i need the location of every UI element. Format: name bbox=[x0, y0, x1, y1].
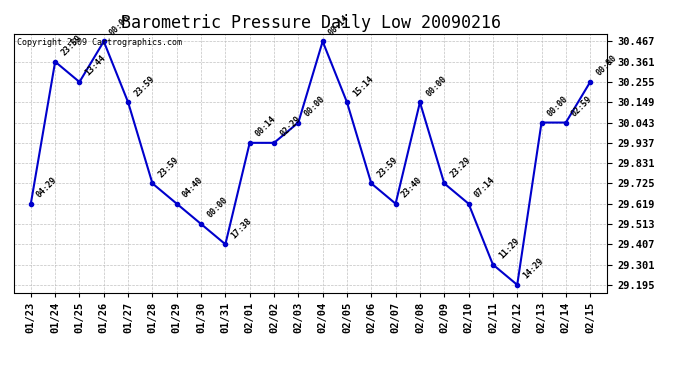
Text: 07:14: 07:14 bbox=[473, 176, 497, 200]
Title: Barometric Pressure Daily Low 20090216: Barometric Pressure Daily Low 20090216 bbox=[121, 14, 500, 32]
Text: 14:29: 14:29 bbox=[522, 256, 545, 280]
Text: 23:40: 23:40 bbox=[400, 176, 424, 200]
Text: 04:29: 04:29 bbox=[35, 176, 59, 200]
Text: 00:00: 00:00 bbox=[424, 74, 448, 98]
Text: 13:44: 13:44 bbox=[83, 54, 108, 78]
Text: 11:29: 11:29 bbox=[497, 236, 521, 260]
Text: 23:59: 23:59 bbox=[59, 33, 83, 57]
Text: Copyright 2009 Cartrographics.com: Copyright 2009 Cartrographics.com bbox=[17, 38, 181, 46]
Text: 04:40: 04:40 bbox=[181, 176, 205, 200]
Text: 00:06: 00:06 bbox=[108, 13, 132, 37]
Text: 23:59: 23:59 bbox=[375, 155, 400, 179]
Text: 00:00: 00:00 bbox=[594, 54, 618, 78]
Text: 02:59: 02:59 bbox=[570, 94, 594, 118]
Text: 00:00: 00:00 bbox=[546, 94, 570, 118]
Text: 17:38: 17:38 bbox=[230, 216, 254, 240]
Text: 23:59: 23:59 bbox=[132, 74, 157, 98]
Text: 00:00: 00:00 bbox=[205, 196, 229, 220]
Text: 02:29: 02:29 bbox=[278, 115, 302, 139]
Text: 00:14: 00:14 bbox=[327, 13, 351, 37]
Text: 15:14: 15:14 bbox=[351, 74, 375, 98]
Text: 23:59: 23:59 bbox=[157, 155, 181, 179]
Text: 00:00: 00:00 bbox=[302, 94, 326, 118]
Text: 00:14: 00:14 bbox=[254, 115, 278, 139]
Text: 23:29: 23:29 bbox=[448, 155, 473, 179]
